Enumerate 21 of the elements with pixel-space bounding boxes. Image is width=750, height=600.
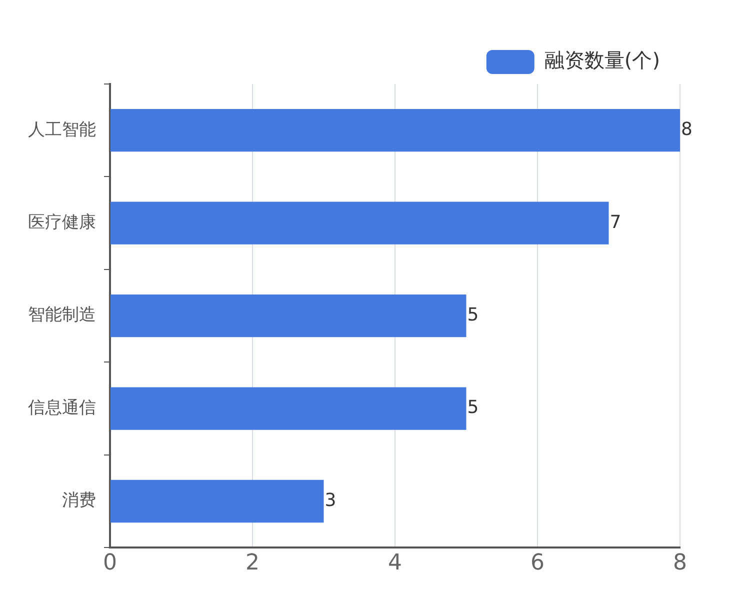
bar xyxy=(110,480,324,523)
x-tick-label: 2 xyxy=(246,550,260,576)
bar xyxy=(110,202,609,244)
x-tick-label: 8 xyxy=(673,550,687,576)
x-tick-label: 4 xyxy=(388,550,402,576)
x-tick-label: 0 xyxy=(103,550,117,576)
x-tick-label: 6 xyxy=(530,550,544,576)
y-tick-label: 消费 xyxy=(62,490,96,511)
data-label: 3 xyxy=(324,490,336,511)
y-tick-label: 医疗健康 xyxy=(28,212,96,232)
y-tick-label: 信息通信 xyxy=(28,398,96,418)
y-tick-label: 人工智能 xyxy=(28,120,96,140)
y-tick-label: 智能制造 xyxy=(28,305,96,326)
data-label: 8 xyxy=(681,119,692,140)
legend-label: 融资数量(个) xyxy=(544,48,660,72)
bar xyxy=(110,294,466,338)
bar xyxy=(110,109,680,152)
data-label: 5 xyxy=(467,304,479,326)
data-label: 7 xyxy=(610,212,622,233)
bar xyxy=(110,387,466,430)
data-label: 5 xyxy=(467,397,479,418)
